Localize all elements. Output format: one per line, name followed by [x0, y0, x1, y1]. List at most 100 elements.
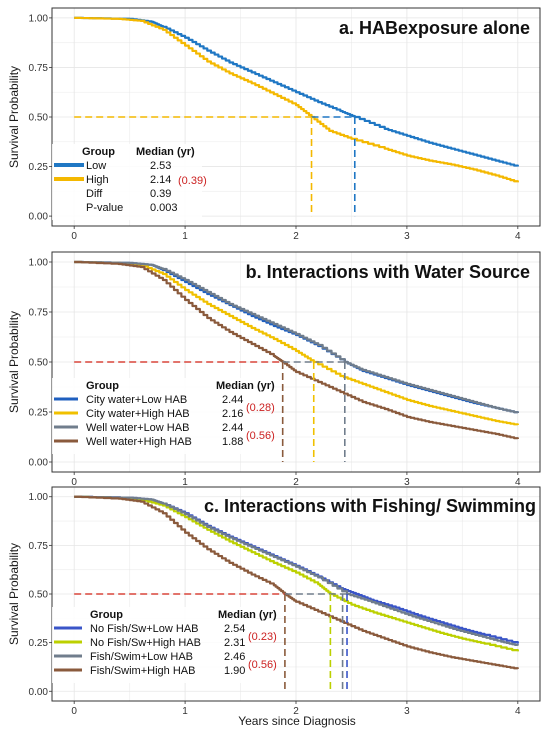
- y-tick-label: 0.50: [29, 113, 49, 124]
- legend-label: Low: [86, 160, 106, 172]
- y-tick-label: 0.00: [29, 212, 49, 223]
- legend-median-value: 2.44: [222, 422, 243, 434]
- legend-background: [52, 144, 202, 220]
- series-line-fish-swim-high-hab: [74, 495, 519, 670]
- series-line-fish-swim-low-hab: [74, 495, 519, 647]
- median-lines: [74, 593, 348, 692]
- x-tick-label: 1: [182, 706, 188, 717]
- median-lines: [74, 116, 356, 217]
- y-tick-label: 0.75: [29, 308, 49, 319]
- legend-header-median: Median (yr): [136, 146, 195, 158]
- panel-title: b. Interactions with Water Source: [246, 262, 530, 282]
- legend-median-value: 2.46: [224, 651, 245, 663]
- y-tick-label: 0.00: [29, 458, 49, 469]
- y-axis-label: Survival Probability: [7, 66, 21, 168]
- series-line-well-water-high-hab: [74, 260, 519, 440]
- x-tick-label: 4: [515, 231, 521, 242]
- legend-label: No Fish/Sw+High HAB: [90, 637, 201, 649]
- x-tick-label: 0: [71, 231, 77, 242]
- tick-labels: 0.00 0.25 0.50 0.75 1.00 0 1 2 3 4: [29, 13, 522, 242]
- chart-panel-1: 0.00 0.25 0.50 0.75 1.00 0 1 2 3 4 Survival Probab…: [7, 251, 541, 489]
- legend-diff-note: (0.28): [246, 402, 275, 414]
- panels: 0.00 0.25 0.50 0.75 1.00 0 1 2 3 4 Survival Probab…: [7, 7, 541, 717]
- median-lines: [74, 361, 346, 462]
- legend-diff-note: (0.23): [248, 631, 277, 643]
- x-tick-label: 2: [293, 477, 299, 488]
- legend-header-group: Group: [86, 380, 119, 392]
- legend-diff-note: (0.56): [246, 430, 275, 442]
- legend-label: Fish/Swim+Low HAB: [90, 651, 193, 663]
- panel-title: c. Interactions with Fishing/ Swimming: [204, 496, 536, 516]
- legend-label: Fish/Swim+High HAB: [90, 665, 195, 677]
- x-tick-label: 2: [293, 706, 299, 717]
- legend-median-value: 2.14: [150, 174, 171, 186]
- panel-title: a. HABexposure alone: [339, 18, 530, 38]
- series-group: [74, 260, 519, 440]
- legend-header-group: Group: [82, 146, 115, 158]
- legend-diff-note: (0.56): [248, 659, 277, 671]
- legend-diff-note: (0.39): [178, 175, 207, 187]
- tick-labels: 0.00 0.25 0.50 0.75 1.00 0 1 2 3 4: [29, 258, 522, 489]
- x-tick-label: 3: [404, 231, 410, 242]
- y-axis-label: Survival Probability: [7, 311, 21, 413]
- legend-median-value: 1.90: [224, 665, 245, 677]
- y-tick-label: 0.50: [29, 590, 49, 601]
- y-tick-label: 0.50: [29, 358, 49, 369]
- legend-median-value: 2.16: [222, 408, 243, 420]
- legend-label: Diff: [86, 188, 103, 200]
- chart-panel-2: 0.00 0.25 0.50 0.75 1.00 0 1 2 3 4 Survival Probab…: [7, 486, 541, 717]
- x-tick-label: 3: [404, 477, 410, 488]
- y-axis-label: Survival Probability: [7, 543, 21, 645]
- series-group: [74, 495, 519, 670]
- x-axis-label: Years since Diagnosis: [238, 714, 356, 728]
- series-line-high: [74, 16, 519, 183]
- y-tick-label: 0.25: [29, 638, 49, 649]
- legend-median-value: 2.53: [150, 160, 171, 172]
- legend-median-value: 2.31: [224, 637, 245, 649]
- legend-header-group: Group: [90, 609, 123, 621]
- y-tick-label: 0.25: [29, 408, 49, 419]
- x-tick-label: 1: [182, 477, 188, 488]
- x-tick-label: 3: [404, 706, 410, 717]
- x-tick-label: 1: [182, 231, 188, 242]
- y-tick-label: 0.75: [29, 541, 49, 552]
- chart-panel-0: 0.00 0.25 0.50 0.75 1.00 0 1 2 3 4 Survival Probab…: [7, 7, 541, 242]
- legend-median-value: 1.88: [222, 436, 243, 448]
- y-tick-label: 0.00: [29, 687, 49, 698]
- legend-background: [52, 607, 252, 683]
- legend: Group Median (yr) City water+Low HAB 2.44 Ci…: [52, 378, 275, 454]
- x-tick-label: 2: [293, 231, 299, 242]
- x-tick-label: 4: [515, 706, 521, 717]
- legend-header-median: Median (yr): [216, 380, 275, 392]
- legend-label: High: [86, 174, 109, 186]
- legend-median-value: 2.44: [222, 394, 243, 406]
- legend-median-value: 0.003: [150, 202, 178, 214]
- legend-label: No Fish/Sw+Low HAB: [90, 623, 199, 635]
- legend: Group Median (yr) Low 2.53 High 2.14 Diff 0.39 P…: [52, 144, 207, 220]
- x-tick-label: 0: [71, 477, 77, 488]
- legend-median-value: 0.39: [150, 188, 171, 200]
- legend-label: City water+Low HAB: [86, 394, 187, 406]
- legend-header-median: Median (yr): [218, 609, 277, 621]
- y-tick-label: 1.00: [29, 492, 49, 503]
- y-tick-label: 1.00: [29, 258, 49, 269]
- series-line-well-water-low-hab: [74, 260, 519, 414]
- series-line-city-water-high-hab: [74, 260, 519, 426]
- x-tick-label: 0: [71, 706, 77, 717]
- legend-label: Well water+Low HAB: [86, 422, 189, 434]
- series-group: [74, 16, 519, 183]
- y-tick-label: 1.00: [29, 13, 49, 24]
- series-line-no-fish-sw-high-hab: [74, 495, 519, 652]
- y-tick-label: 0.25: [29, 162, 49, 173]
- legend-label: City water+High HAB: [86, 408, 190, 420]
- x-tick-label: 4: [515, 477, 521, 488]
- y-tick-label: 0.75: [29, 63, 49, 74]
- legend-label: Well water+High HAB: [86, 436, 192, 448]
- legend-median-value: 2.54: [224, 623, 245, 635]
- legend-label: P-value: [86, 202, 123, 214]
- legend: Group Median (yr) No Fish/Sw+Low HAB 2.54 No…: [52, 607, 277, 683]
- tick-labels: 0.00 0.25 0.50 0.75 1.00 0 1 2 3 4: [29, 492, 522, 717]
- legend-background: [52, 378, 252, 454]
